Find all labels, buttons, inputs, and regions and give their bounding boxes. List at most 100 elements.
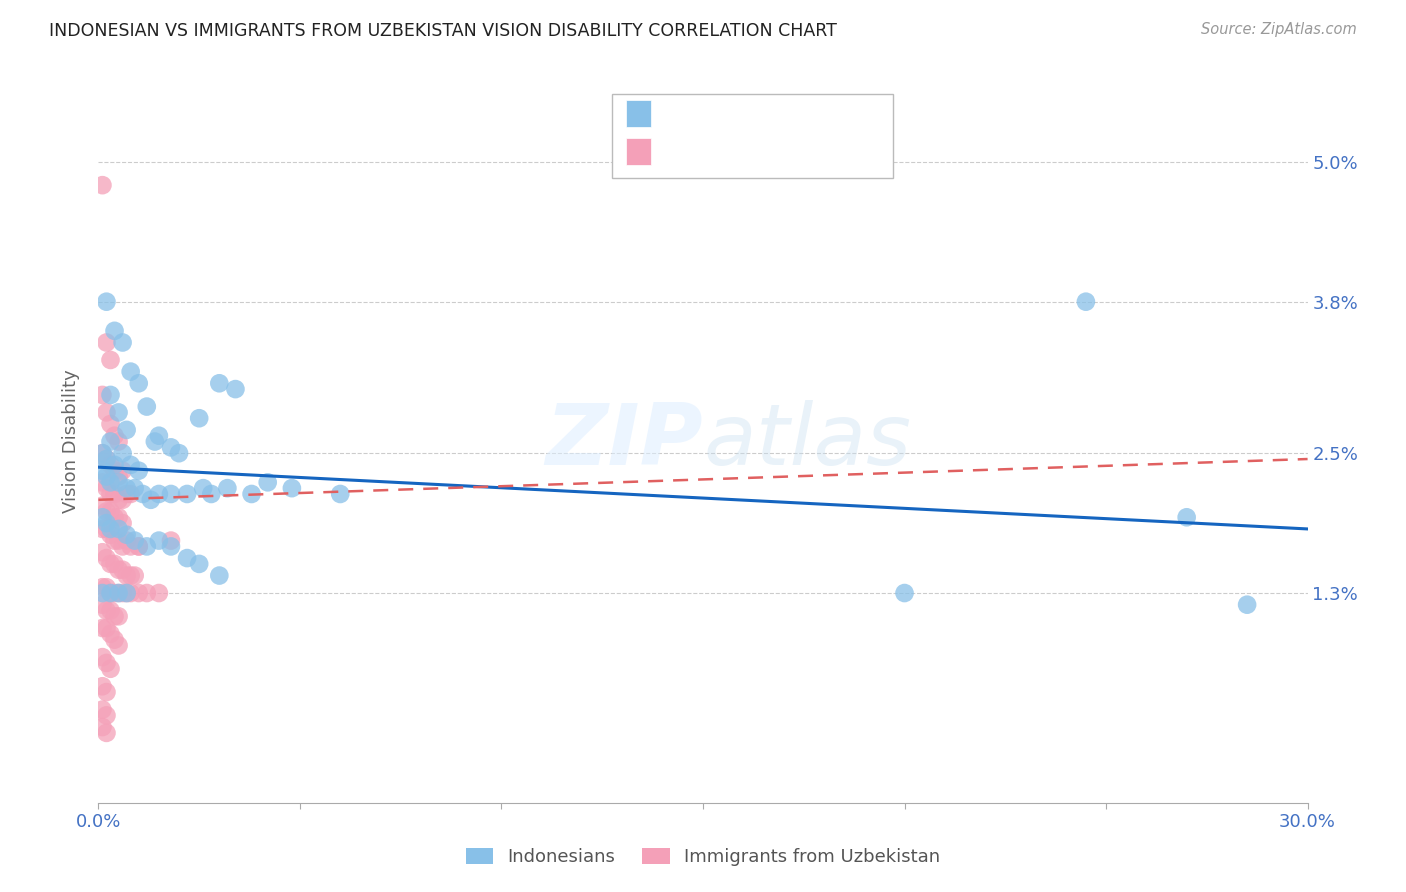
Point — [135, 400, 157, 414]
Point — [100, 627, 122, 641]
Point — [96, 481, 118, 495]
Point — [329, 487, 352, 501]
Point — [103, 458, 125, 472]
Point — [160, 540, 183, 554]
Point — [100, 603, 122, 617]
Point — [103, 557, 125, 571]
Point — [96, 685, 118, 699]
Point — [120, 458, 142, 472]
Point — [103, 609, 125, 624]
Point — [107, 639, 129, 653]
Point — [176, 487, 198, 501]
Point — [107, 586, 129, 600]
Point — [96, 469, 118, 483]
Point — [91, 522, 114, 536]
Point — [160, 487, 183, 501]
Point — [103, 533, 125, 548]
Point — [124, 533, 146, 548]
Point — [107, 405, 129, 419]
Point — [111, 492, 134, 507]
Point — [91, 598, 114, 612]
Point — [115, 528, 138, 542]
Point — [100, 504, 122, 518]
Point — [193, 481, 215, 495]
Point — [107, 533, 129, 548]
Point — [107, 492, 129, 507]
Point — [107, 475, 129, 490]
Point — [115, 481, 138, 495]
Point — [148, 586, 170, 600]
Point — [240, 487, 263, 501]
Point — [120, 586, 142, 600]
Point — [139, 492, 162, 507]
Point — [115, 586, 138, 600]
Point — [893, 586, 915, 600]
Point — [96, 726, 118, 740]
Point — [91, 464, 114, 478]
Text: INDONESIAN VS IMMIGRANTS FROM UZBEKISTAN VISION DISABILITY CORRELATION CHART: INDONESIAN VS IMMIGRANTS FROM UZBEKISTAN… — [49, 22, 837, 40]
Text: N = 80: N = 80 — [794, 143, 862, 161]
Point — [100, 522, 122, 536]
Point — [91, 446, 114, 460]
Text: atlas: atlas — [703, 400, 911, 483]
Point — [91, 621, 114, 635]
Text: Source: ZipAtlas.com: Source: ZipAtlas.com — [1201, 22, 1357, 37]
Point — [96, 603, 118, 617]
Point — [91, 388, 114, 402]
Point — [115, 533, 138, 548]
Point — [120, 540, 142, 554]
Point — [91, 178, 114, 193]
Point — [115, 568, 138, 582]
Point — [188, 411, 211, 425]
Point — [124, 568, 146, 582]
Point — [256, 475, 278, 490]
Point — [111, 446, 134, 460]
Point — [103, 324, 125, 338]
Point — [160, 441, 183, 455]
Point — [107, 434, 129, 449]
Point — [100, 528, 122, 542]
Point — [115, 423, 138, 437]
Point — [91, 446, 114, 460]
Point — [1074, 294, 1097, 309]
Point — [96, 621, 118, 635]
Point — [143, 434, 166, 449]
Point — [100, 475, 122, 490]
Legend: Indonesians, Immigrants from Uzbekistan: Indonesians, Immigrants from Uzbekistan — [458, 840, 948, 873]
Y-axis label: Vision Disability: Vision Disability — [62, 369, 80, 514]
Point — [91, 580, 114, 594]
Point — [128, 586, 150, 600]
Point — [107, 563, 129, 577]
Point — [111, 586, 134, 600]
Point — [96, 452, 118, 467]
Point — [96, 335, 118, 350]
Point — [91, 499, 114, 513]
Point — [128, 540, 150, 554]
Point — [188, 557, 211, 571]
Point — [91, 702, 114, 716]
Point — [107, 469, 129, 483]
Point — [1236, 598, 1258, 612]
Text: N = 63: N = 63 — [794, 104, 862, 122]
Point — [103, 487, 125, 501]
Point — [128, 464, 150, 478]
Point — [107, 522, 129, 536]
Point — [111, 464, 134, 478]
Point — [107, 586, 129, 600]
Point — [132, 487, 155, 501]
Text: R = 0.030: R = 0.030 — [661, 143, 751, 161]
Point — [91, 720, 114, 734]
Point — [100, 434, 122, 449]
Point — [281, 481, 304, 495]
Point — [208, 568, 231, 582]
Point — [107, 510, 129, 524]
Point — [96, 656, 118, 670]
Point — [96, 580, 118, 594]
Point — [100, 586, 122, 600]
Point — [96, 551, 118, 566]
Point — [120, 487, 142, 501]
Point — [135, 586, 157, 600]
Point — [96, 452, 118, 467]
Point — [91, 586, 114, 600]
Text: ZIP: ZIP — [546, 400, 703, 483]
